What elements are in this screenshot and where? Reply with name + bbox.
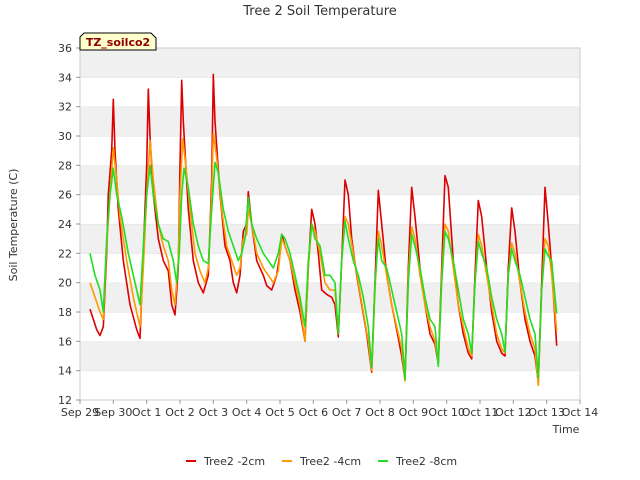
y-tick-label: 26	[58, 189, 72, 202]
legend-label: Tree2 -4cm	[299, 455, 361, 468]
x-tick-label: Oct 14	[562, 406, 599, 419]
y-tick-label: 20	[58, 277, 72, 290]
y-tick-label: 24	[58, 218, 72, 231]
y-tick-label: 34	[58, 71, 72, 84]
grid-band	[80, 253, 580, 283]
grid-band	[80, 106, 580, 136]
y-tick-label: 30	[58, 130, 72, 143]
x-tick-label: Sep 29	[61, 406, 99, 419]
x-tick-label: Sep 30	[94, 406, 132, 419]
x-tick-label: Oct 9	[399, 406, 429, 419]
grid-band	[80, 48, 580, 78]
grid-band	[80, 136, 580, 166]
grid-band	[80, 370, 580, 400]
series-layer	[89, 73, 558, 387]
y-axis-ticks: 12 14 16 18 20 22 24 26 28 30 32 34 36	[58, 42, 80, 407]
y-tick-label: 16	[58, 335, 72, 348]
x-tick-label: Oct 6	[299, 406, 329, 419]
x-tick-label: Oct 8	[365, 406, 395, 419]
x-tick-label: Oct 7	[332, 406, 362, 419]
grid-band	[80, 341, 580, 371]
series-line-2	[89, 132, 558, 387]
legend-label: Tree2 -2cm	[203, 455, 265, 468]
x-tick-label: Oct 3	[199, 406, 229, 419]
y-tick-label: 32	[58, 101, 72, 114]
x-tick-label: Oct 5	[265, 406, 295, 419]
x-axis-label: Time	[552, 423, 580, 436]
y-tick-label: 28	[58, 159, 72, 172]
y-tick-label: 36	[58, 42, 72, 55]
series-line-3	[89, 161, 558, 381]
y-tick-label: 14	[58, 365, 72, 378]
grid-band	[80, 77, 580, 107]
grid-bands	[80, 47, 580, 400]
x-tick-label: Oct 1	[132, 406, 162, 419]
x-tick-label: Oct 2	[165, 406, 195, 419]
grid-band	[80, 194, 580, 224]
y-tick-label: 18	[58, 306, 72, 319]
x-tick-label: Oct 10	[428, 406, 465, 419]
grid-band	[80, 282, 580, 312]
grid-band	[80, 165, 580, 195]
tz-badge: TZ_soilco2	[79, 32, 157, 51]
x-tick-label: Oct 11	[462, 406, 499, 419]
legend-label: Tree2 -8cm	[395, 455, 457, 468]
y-tick-label: 22	[58, 247, 72, 260]
x-tick-label: Oct 4	[232, 406, 262, 419]
tz-badge-label: TZ_soilco2	[86, 36, 150, 49]
y-axis-label: Soil Temperature (C)	[7, 169, 20, 282]
series-line-1	[89, 73, 558, 384]
chart-title: Tree 2 Soil Temperature	[242, 4, 397, 19]
y-tick-label: 12	[58, 394, 72, 407]
x-tick-label: Oct 12	[495, 406, 532, 419]
x-tick-label: Oct 13	[528, 406, 565, 419]
grid-band	[80, 224, 580, 254]
legend: Tree2 -2cm Tree2 -4cm Tree2 -8cm	[186, 455, 457, 468]
